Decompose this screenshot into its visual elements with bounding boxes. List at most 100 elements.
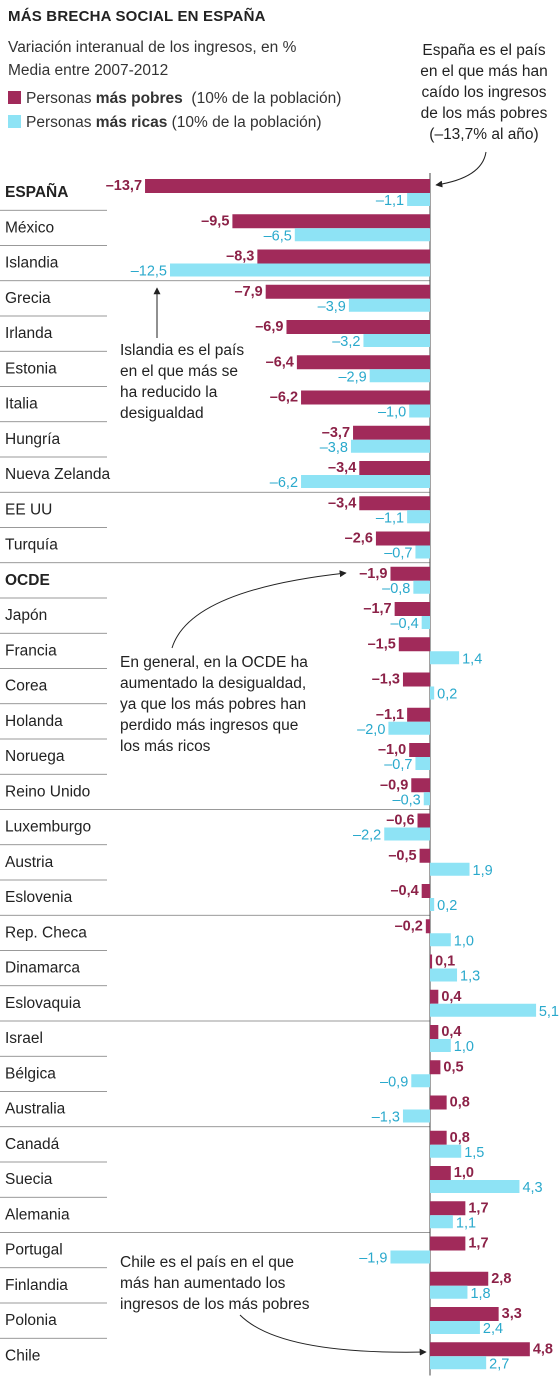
bar-rich	[430, 968, 458, 982]
bar-poor	[257, 249, 430, 264]
bar-poor	[430, 1201, 466, 1216]
value-label-poor: –0,9	[380, 777, 408, 793]
country-label: Irlanda	[5, 325, 53, 342]
country-label: Chile	[5, 1347, 40, 1364]
country-label: Suecia	[5, 1171, 53, 1188]
bar-poor	[286, 320, 430, 334]
value-label-rich: 0,2	[437, 898, 457, 914]
value-label-poor: –2,6	[345, 531, 373, 547]
value-label-rich: 1,9	[473, 863, 493, 879]
value-label-poor: 0,5	[443, 1059, 463, 1075]
annotation-chile-line: más han aumentado los	[120, 1275, 286, 1292]
bar-poor	[407, 707, 430, 722]
bar-poor	[398, 637, 430, 652]
value-label-poor: –1,5	[368, 636, 396, 652]
bar-poor	[359, 496, 430, 511]
country-label: Bélgica	[5, 1065, 56, 1082]
annotation-ocde-line: aumentado la desigualdad,	[120, 675, 307, 692]
value-label-poor: 0,8	[450, 1130, 470, 1146]
bar-rich	[350, 439, 430, 453]
legend-poor-prefix: Personas	[26, 90, 96, 107]
bar-poor	[419, 848, 430, 863]
value-label-rich: –0,7	[384, 546, 412, 562]
value-label-rich: 1,4	[462, 651, 482, 667]
bar-rich	[430, 933, 451, 947]
value-label-poor: 0,4	[441, 1024, 461, 1040]
bar-rich	[413, 580, 430, 594]
value-label-poor: 0,1	[435, 954, 455, 970]
country-label: Israel	[5, 1030, 43, 1047]
bar-poor	[390, 566, 430, 581]
country-label: Dinamarca	[5, 960, 80, 977]
bar-rich	[384, 827, 430, 841]
value-label-rich: –2,9	[338, 369, 366, 385]
value-label-poor: –1,9	[359, 566, 387, 582]
annotation-spain: España es el país en el que más han caíd…	[410, 40, 558, 145]
value-label-poor: 3,3	[502, 1306, 522, 1322]
value-label-poor: –6,9	[255, 319, 283, 335]
legend-rich-suffix: (10% de la población)	[167, 114, 322, 131]
bar-poor	[411, 778, 430, 793]
country-label: Polonia	[5, 1312, 57, 1329]
country-label: Islandia	[5, 255, 59, 272]
value-label-poor: 4,8	[533, 1341, 553, 1357]
value-label-rich: –1,9	[359, 1251, 387, 1267]
bar-poor	[430, 1025, 439, 1039]
bar-rich	[430, 1321, 480, 1334]
bar-rich	[363, 334, 430, 347]
annotation-chile-line: ingresos de los más pobres	[120, 1296, 310, 1313]
annotation-iceland-line: ha reducido la	[120, 384, 218, 401]
value-label-poor: –8,3	[226, 249, 254, 265]
annotation-iceland: Islandia es el país en el que más se ha …	[120, 340, 280, 424]
chart-title: MÁS BRECHA SOCIAL EN ESPAÑA	[8, 8, 266, 25]
value-label-poor: 1,7	[468, 1236, 488, 1252]
bar-rich	[430, 862, 470, 876]
value-label-rich: 1,8	[470, 1286, 490, 1302]
country-label: Luxemburgo	[5, 819, 91, 836]
value-label-rich: 1,5	[464, 1145, 484, 1161]
bar-poor	[430, 1271, 489, 1286]
value-label-rich: 5,1	[539, 1004, 559, 1020]
value-label-rich: –3,8	[320, 440, 348, 456]
value-label-poor: –9,5	[201, 213, 229, 229]
bar-rich	[421, 616, 430, 629]
value-label-rich: –3,9	[318, 299, 346, 315]
value-label-rich: –2,0	[357, 722, 385, 738]
bar-rich	[415, 545, 430, 559]
legend-rich-bold: más ricas	[95, 114, 168, 131]
value-label-rich: 1,0	[454, 933, 474, 949]
country-label: Eslovenia	[5, 889, 73, 906]
bar-poor	[402, 672, 430, 687]
legend-poor-suffix: (10% de la población)	[182, 90, 342, 107]
legend-rich-prefix: Personas	[26, 114, 96, 131]
country-label: Italia	[5, 396, 38, 413]
annotation-spain-line: de los más pobres	[420, 105, 548, 122]
value-label-rich: –0,9	[380, 1074, 408, 1090]
bar-rich	[407, 193, 430, 206]
value-label-poor: –13,7	[106, 178, 142, 194]
annotation-iceland-line: Islandia es el país	[120, 342, 245, 359]
country-label: ESPAÑA	[5, 183, 68, 201]
arrow-spain	[435, 151, 487, 188]
value-label-rich: 1,3	[460, 969, 480, 985]
bar-rich	[430, 1039, 451, 1052]
annotation-ocde-line: En general, en la OCDE ha	[120, 654, 308, 671]
value-label-poor: –6,4	[266, 354, 294, 370]
value-label-poor: –1,1	[376, 707, 404, 723]
country-label: Nueva Zelanda	[5, 466, 111, 483]
bar-rich	[409, 404, 430, 418]
value-label-poor: –1,0	[378, 742, 406, 758]
country-label: Holanda	[5, 713, 63, 730]
value-label-rich: 4,3	[522, 1180, 542, 1196]
value-label-rich: 2,7	[489, 1356, 509, 1372]
annotation-ocde: En general, en la OCDE ha aumentado la d…	[120, 652, 340, 757]
country-label: Corea	[5, 678, 48, 695]
legend-poor-bold: más pobres	[95, 90, 183, 107]
bar-poor	[145, 179, 431, 193]
value-label-rich: –6,2	[270, 475, 298, 491]
bar-rich	[301, 475, 430, 488]
bar-poor	[425, 919, 430, 934]
value-label-poor: 0,8	[450, 1095, 470, 1111]
legend-poor: Personas más pobres (10% de la población…	[8, 90, 341, 108]
